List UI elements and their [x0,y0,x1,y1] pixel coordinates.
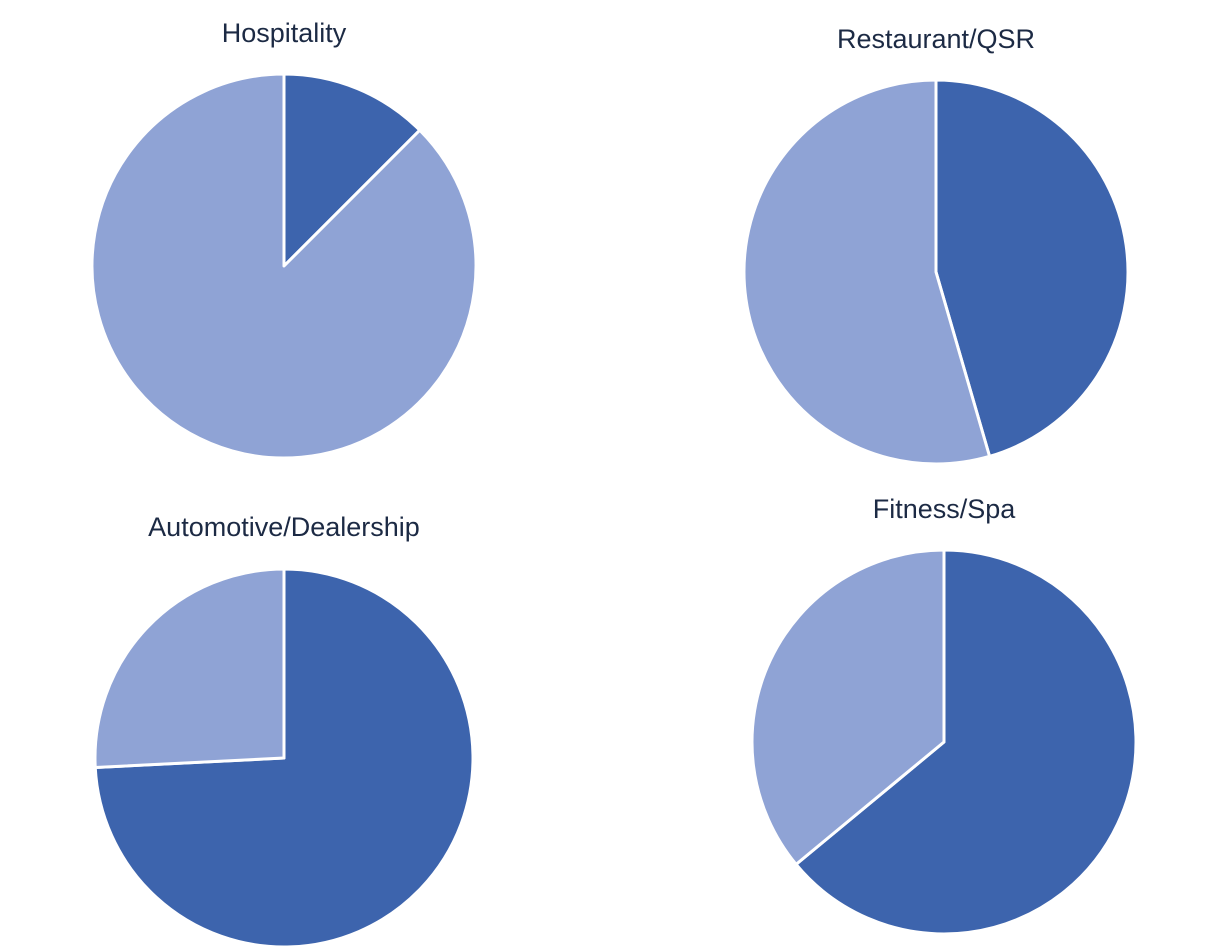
pie-slice-automotive-dealership-1 [93,567,286,769]
pie-slice-fitness-spa-1 [750,548,946,866]
chart-title-automotive-dealership: Automotive/Dealership [148,512,420,542]
chart-title-hospitality: Hospitality [221,18,347,48]
chart-title-restaurant-qsr: Restaurant/QSR [836,24,1036,54]
pie-slice-restaurant-qsr-0 [934,78,1130,458]
chart-title-fitness-spa: Fitness/Spa [872,494,1016,524]
pie-slice-restaurant-qsr-1 [742,78,992,466]
pie-slice-hospitality-1 [90,72,478,460]
pie-slice-hospitality-0 [282,72,422,268]
pie-slice-fitness-spa-0 [794,548,1138,936]
